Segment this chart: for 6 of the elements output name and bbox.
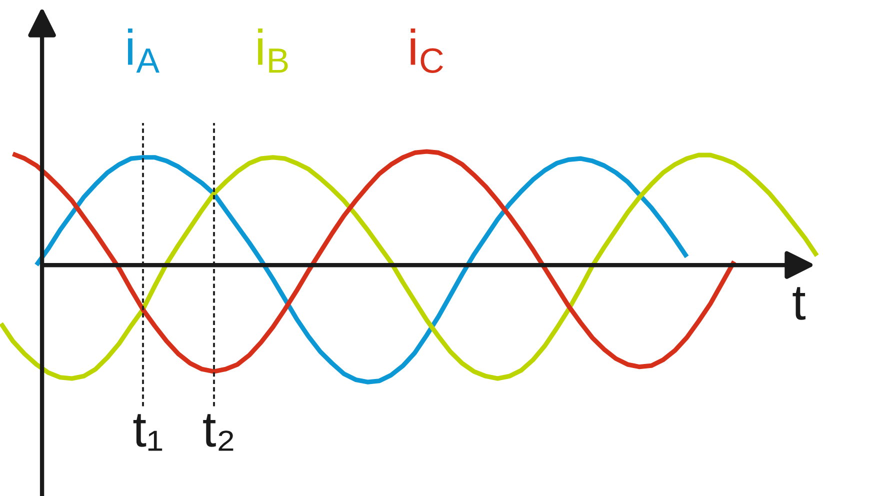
series-label: i$_{B}$ xyxy=(258,28,288,73)
series-label: i$_{A}$ xyxy=(128,28,160,73)
series-label: i$_{C}$ xyxy=(410,28,443,74)
text: t₁ xyxy=(133,414,162,451)
x-axis-title: t xyxy=(792,287,806,320)
text: t₂ xyxy=(203,414,234,451)
